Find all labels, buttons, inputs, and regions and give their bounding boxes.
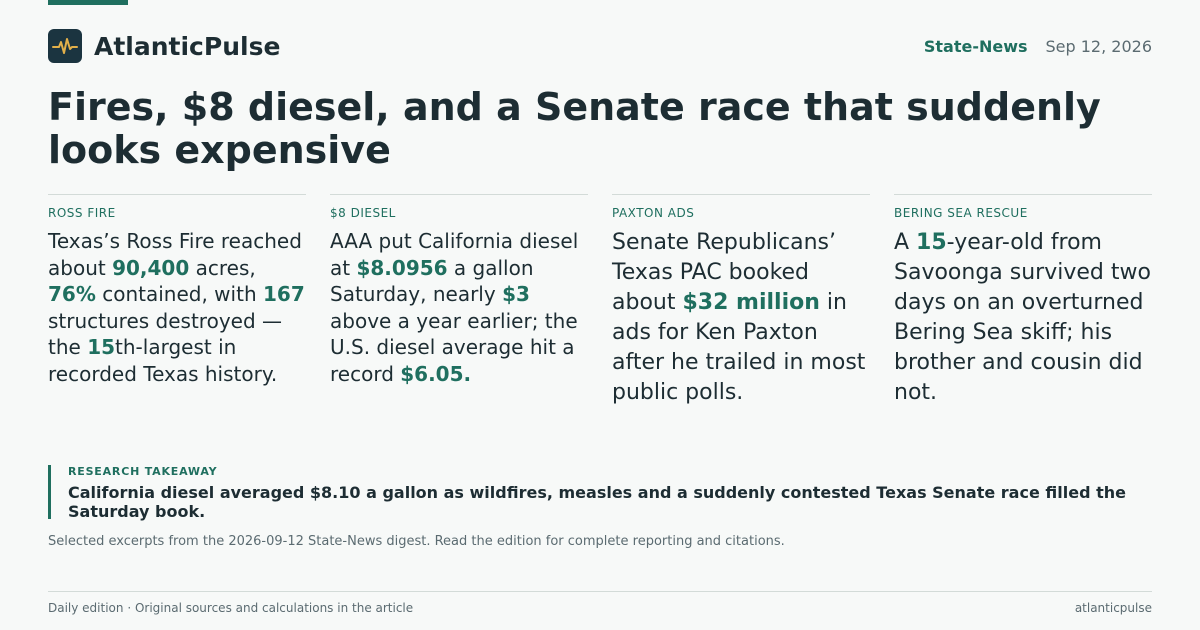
highlight-figure: 90,400	[112, 255, 190, 280]
highlight-figure: $3	[502, 282, 530, 306]
brand[interactable]: AtlanticPulse	[48, 29, 280, 63]
header-meta: State-News Sep 12, 2026	[924, 37, 1152, 56]
highlight-figure: 76%	[48, 282, 96, 306]
digest-note: Selected excerpts from the 2026-09-12 St…	[48, 534, 785, 549]
card-text: A	[894, 230, 917, 255]
footer: Daily edition · Original sources and cal…	[48, 591, 1152, 623]
story-card-diesel: $8 DIESEL AAA put California diesel at $…	[330, 194, 588, 387]
story-cards: ROSS FIRE Texas’s Ross Fire reached abou…	[48, 194, 1152, 424]
section-tag[interactable]: State-News	[923, 36, 1028, 56]
card-text: structures destroyed — the	[48, 308, 283, 360]
pulse-icon	[48, 29, 82, 63]
header: AtlanticPulse State-News Sep 12, 2026	[48, 28, 1152, 64]
card-text: -year-old from Savoonga survived two day…	[894, 230, 1151, 405]
card-body: Texas’s Ross Fire reached about 90,400 a…	[48, 228, 306, 387]
brand-name: AtlanticPulse	[94, 31, 281, 61]
edition-date: Sep 12, 2026	[1045, 36, 1153, 56]
page-headline: Fires, $8 diesel, and a Senate race that…	[48, 85, 1101, 172]
card-body: AAA put California diesel at $8.0956 a g…	[330, 228, 588, 387]
card-text: acres,	[189, 255, 256, 280]
story-card-bering-sea-rescue: BERING SEA RESCUE A 15-year-old from Sav…	[894, 194, 1152, 408]
card-label: $8 DIESEL	[330, 206, 396, 220]
card-text: Texas’s Ross Fire reached about	[48, 229, 302, 280]
card-label: BERING SEA RESCUE	[894, 206, 1028, 220]
highlight-figure: 15	[916, 230, 947, 255]
card-label: PAXTON ADS	[612, 206, 695, 220]
card-body: A 15-year-old from Savoonga survived two…	[894, 228, 1152, 408]
card-text: in ads for Ken Paxton after he trailed i…	[612, 290, 866, 405]
card-text: contained, with	[95, 282, 263, 306]
highlight-figure: 167	[262, 282, 305, 306]
footer-brand-link[interactable]: atlanticpulse	[1074, 600, 1152, 615]
takeaway-label: RESEARCH TAKEAWAY	[68, 465, 218, 478]
card-text: th-largest in recorded Texas history.	[48, 335, 278, 386]
card-label: ROSS FIRE	[48, 206, 116, 220]
story-card-ross-fire: ROSS FIRE Texas’s Ross Fire reached abou…	[48, 194, 306, 387]
card-body: Senate Republicans’ Texas PAC booked abo…	[612, 228, 870, 408]
story-card-paxton-ads: PAXTON ADS Senate Republicans’ Texas PAC…	[612, 194, 870, 408]
footer-left: Daily edition · Original sources and cal…	[48, 600, 414, 615]
card-text: Senate Republicans’ Texas PAC booked abo…	[612, 230, 836, 315]
card-text: AAA put California diesel at	[330, 229, 579, 280]
highlight-figure: $32 million	[682, 290, 820, 315]
highlight-figure: 15	[87, 335, 116, 359]
card-text: a gallon Saturday, nearly	[330, 255, 534, 307]
highlight-figure: $6.05.	[400, 361, 472, 386]
takeaway-text: California diesel averaged $8.10 a gallo…	[68, 483, 1126, 521]
card-text: above a year earlier; the U.S. diesel av…	[330, 308, 578, 386]
highlight-figure: $8.0956	[356, 255, 448, 280]
top-accent-bar	[48, 0, 128, 5]
research-takeaway: RESEARCH TAKEAWAY California diesel aver…	[48, 465, 1152, 521]
